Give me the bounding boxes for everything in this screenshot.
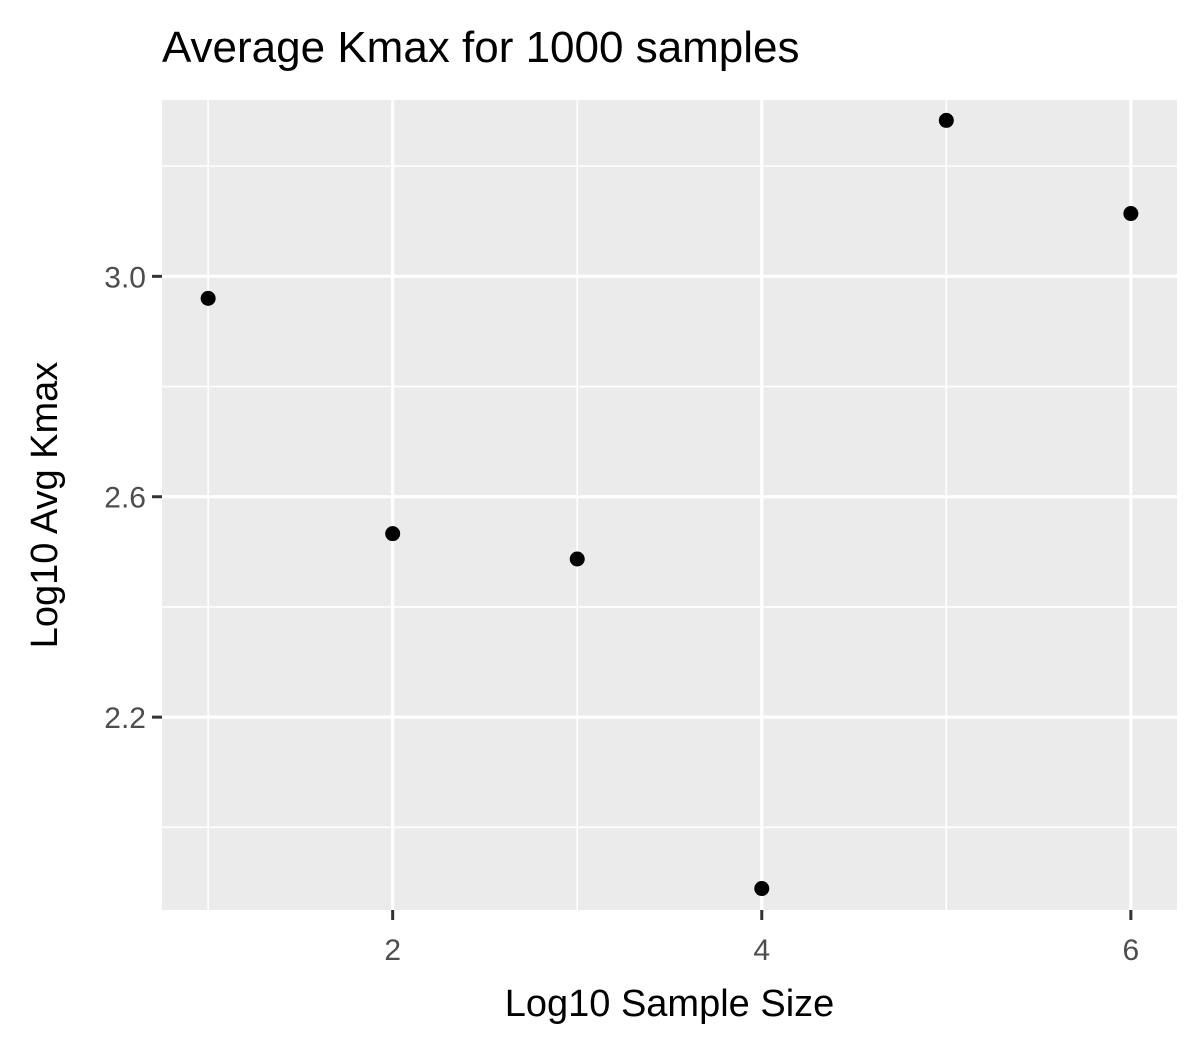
plot-panel	[162, 100, 1177, 910]
minor-grid-lines	[162, 100, 1177, 910]
data-point	[385, 526, 401, 542]
y-axis-tick-labels: 2.2 2.6 3.0	[104, 261, 146, 735]
y-tick-label: 3.0	[104, 261, 146, 294]
x-axis-tick-labels: 2 4 6	[384, 934, 1139, 967]
x-axis-title: Log10 Sample Size	[505, 983, 835, 1025]
y-tick-label: 2.6	[104, 482, 146, 515]
data-point	[1123, 206, 1139, 222]
data-point	[200, 290, 216, 306]
data-point	[754, 881, 770, 897]
x-tick-label: 6	[1123, 934, 1140, 967]
y-tick-label: 2.2	[104, 702, 146, 735]
chart-title: Average Kmax for 1000 samples	[162, 23, 800, 72]
x-tick-label: 4	[753, 934, 770, 967]
axis-ticks	[152, 274, 1133, 920]
data-point	[938, 112, 954, 128]
data-points	[200, 112, 1139, 897]
x-tick-label: 2	[384, 934, 401, 967]
data-point	[569, 551, 585, 567]
major-grid-lines	[162, 100, 1177, 910]
y-axis-title: Log10 Avg Kmax	[24, 362, 66, 649]
